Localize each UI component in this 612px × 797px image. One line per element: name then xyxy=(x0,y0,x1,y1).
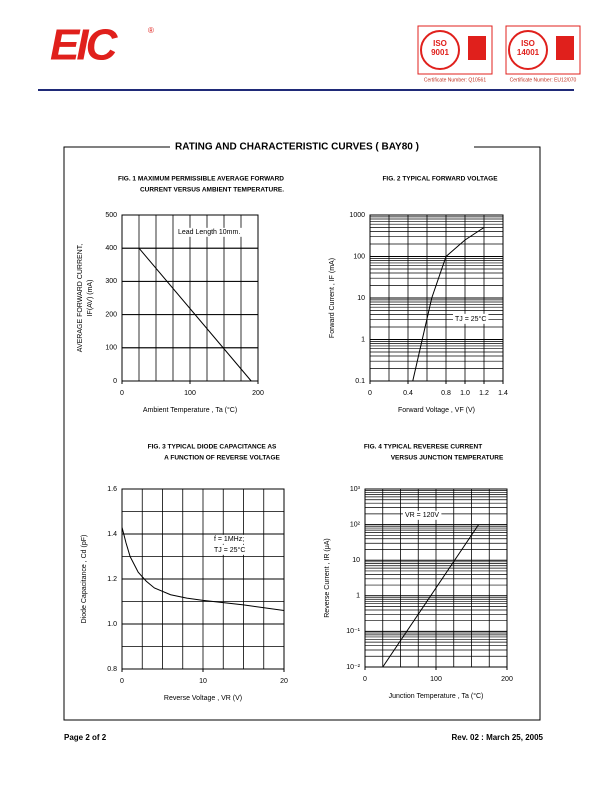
page-number: Page 2 of 2 xyxy=(64,733,107,742)
y-tick-label: 200 xyxy=(105,311,117,318)
y-tick-label: 500 xyxy=(105,212,117,219)
plot-frame xyxy=(364,488,508,668)
x-tick-label: 10 xyxy=(199,678,207,685)
y-tick-label: 0 xyxy=(113,378,117,385)
x-tick-label: 0 xyxy=(368,390,372,397)
chart-title: FIG. 4 TYPICAL REVERESE CURRENT xyxy=(364,444,482,451)
y-tick-label: 1.4 xyxy=(107,531,117,538)
x-tick-label: 200 xyxy=(501,676,513,683)
annotation: TJ = 25°C xyxy=(214,546,245,554)
badge-seal xyxy=(508,30,548,70)
data-line xyxy=(121,527,285,611)
x-tick-label: 1.2 xyxy=(479,390,489,397)
chart-title: FIG. 1 MAXIMUM PERMISSIBLE AVERAGE FORWA… xyxy=(118,176,284,183)
badge-mark xyxy=(556,36,574,60)
chart-title: VERSUS JUNCTION TEMPERATURE xyxy=(391,455,504,462)
y-tick-label: 1.0 xyxy=(107,621,117,628)
chart-title: FIG. 3 TYPICAL DIODE CAPACITANCE AS xyxy=(148,444,277,451)
badge-cert: Certificate Number: EU12/070 xyxy=(510,77,577,83)
annotation: VR = 120V xyxy=(405,512,439,519)
badge-mark xyxy=(468,36,486,60)
y-axis-label: Forward Current , IF (mA) xyxy=(329,258,336,338)
plot-frame xyxy=(369,214,504,382)
x-tick-label: 0 xyxy=(120,390,124,397)
y-tick-label: 1 xyxy=(356,593,360,600)
data-line xyxy=(412,227,485,382)
chart-title: A FUNCTION OF REVERSE VOLTAGE xyxy=(164,455,280,462)
y-axis-label: AVERAGE FORWARD CURRENT, xyxy=(77,244,84,352)
x-tick-label: 20 xyxy=(280,678,288,685)
y-tick-label: 0.8 xyxy=(107,666,117,673)
annotation: TJ = 25°C xyxy=(455,315,486,323)
x-axis-label: Ambient Temperature , Ta (°C) xyxy=(143,406,237,414)
y-axis-label: Diode Capacitance , Cd (pF) xyxy=(81,535,88,624)
badge-seal xyxy=(420,30,460,70)
data-line xyxy=(382,524,480,668)
revision: Rev. 02 : March 25, 2005 xyxy=(452,733,544,742)
x-tick-label: 0.8 xyxy=(441,390,451,397)
y-tick-label: 1.2 xyxy=(107,576,117,583)
y-tick-label: 10⁻¹ xyxy=(346,628,360,635)
badge-cert: Certificate Number: Q10561 xyxy=(424,77,486,83)
annotation: f = 1MHz; xyxy=(214,536,244,543)
x-tick-label: 1.0 xyxy=(460,390,470,397)
plot-frame xyxy=(121,488,285,670)
y-tick-label: 1000 xyxy=(349,212,365,219)
y-tick-label: 10⁻² xyxy=(346,664,360,671)
y-tick-label: 400 xyxy=(105,245,117,252)
y-tick-label: 300 xyxy=(105,278,117,285)
x-tick-label: 100 xyxy=(430,676,442,683)
x-axis-label: Junction Temperature , Ta (°C) xyxy=(389,692,484,700)
badge-frame xyxy=(505,25,581,75)
registered-mark: ® xyxy=(148,26,154,35)
annotation-bg xyxy=(453,313,489,324)
y-tick-label: 10 xyxy=(357,295,365,302)
y-axis-label: Reverse Current , IR (μA) xyxy=(324,538,331,618)
chart-title: CURRENT VERSUS AMBIENT TEMPERATURE. xyxy=(140,187,284,194)
badge-number: 9001 xyxy=(431,48,449,57)
badge-number: 14001 xyxy=(517,48,540,57)
y-tick-label: 1.6 xyxy=(107,486,117,493)
annotation: Lead Length 10mm. xyxy=(178,229,240,236)
x-axis-label: Reverse Voltage , VR (V) xyxy=(164,695,242,702)
data-line xyxy=(138,247,252,382)
y-tick-label: 100 xyxy=(105,345,117,352)
x-tick-label: 100 xyxy=(184,390,196,397)
page-title: RATING AND CHARACTERISTIC CURVES ( BAY80… xyxy=(175,142,419,153)
annotation-bg xyxy=(176,227,243,237)
annotation-bg xyxy=(212,534,247,544)
badge-iso: ISO xyxy=(433,39,447,48)
chart-title: FIG. 2 TYPICAL FORWARD VOLTAGE xyxy=(382,176,498,183)
y-tick-label: 1 xyxy=(361,336,365,343)
badge-frame xyxy=(417,25,493,75)
y-tick-label: 10² xyxy=(350,521,361,528)
annotation-bg xyxy=(212,544,248,555)
annotation-bg xyxy=(403,510,442,520)
x-tick-label: 0 xyxy=(363,676,367,683)
content-frame xyxy=(63,146,541,721)
badge: ISO 9001 Certificate Number: Q10561 xyxy=(417,25,493,83)
badge: ISO 14001 Certificate Number: EU12/070 xyxy=(505,25,581,83)
x-tick-label: 0.4 xyxy=(403,390,413,397)
x-axis-label: Forward Voltage , VF (V) xyxy=(398,407,475,414)
x-tick-label: 0 xyxy=(120,678,124,685)
y-tick-label: 10³ xyxy=(350,486,361,493)
y-axis-label: IF(AV) (mA) xyxy=(87,280,94,317)
x-tick-label: 1.4 xyxy=(498,390,508,397)
y-tick-label: 0.1 xyxy=(355,378,365,385)
badge-iso: ISO xyxy=(521,39,535,48)
y-tick-label: 100 xyxy=(353,253,365,260)
logo: EIC xyxy=(50,21,119,70)
x-tick-label: 200 xyxy=(252,390,264,397)
plot-frame xyxy=(121,214,259,382)
y-tick-label: 10 xyxy=(352,557,360,564)
